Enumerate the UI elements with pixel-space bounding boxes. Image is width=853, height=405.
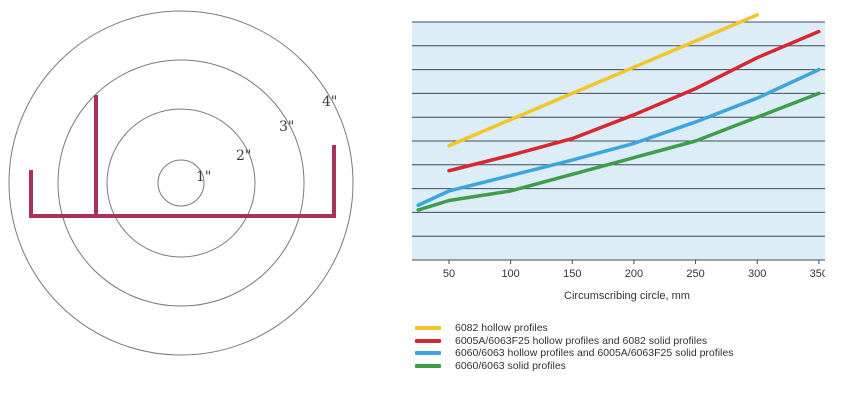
legend-swatch (415, 351, 441, 356)
x-axis-title: Circumscribing circle, mm (564, 290, 690, 302)
legend-item-6060-solid: 6060/6063 solid profiles (415, 360, 733, 373)
circumscribing-circle-diagram: 1" 2" 3" 4" (0, 0, 400, 405)
extrusion-profile-shape (29, 95, 336, 218)
ring-2-inch (106, 108, 256, 258)
legend-swatch (415, 326, 441, 331)
legend-item-6005a-hollow: 6005A/6063F25 hollow profiles and 6082 s… (415, 335, 733, 348)
series-line-2 (447, 29, 821, 173)
x-tick-label: 150 (563, 268, 581, 280)
legend-label: 6082 hollow profiles (455, 322, 548, 335)
ring-label-3-inch: 3" (279, 119, 294, 135)
series-lines (416, 13, 821, 212)
legend-label: 6060/6063 solid profiles (455, 359, 566, 372)
legend-item-6060-hollow: 6060/6063 hollow profiles and 6005A/6063… (415, 347, 733, 360)
series-line-4 (416, 91, 821, 212)
ring-label-1-inch: 1" (196, 169, 211, 185)
x-tick-label: 50 (443, 268, 455, 280)
ring-1-inch (157, 159, 205, 207)
legend-swatch (415, 338, 441, 343)
x-tick-label: 100 (501, 268, 519, 280)
legend-swatch (415, 363, 441, 368)
x-tick-label: 350 (810, 268, 825, 280)
ring-label-4-inch: 4" (322, 94, 337, 110)
x-axis-ticks: 50 100 150 200 250 300 350 (443, 260, 825, 280)
legend: 6082 hollow profiles 6005A/6063F25 hollo… (415, 322, 733, 372)
ring-4-inch (8, 10, 354, 356)
legend-label: 6060/6063 hollow profiles and 6005A/6063… (455, 347, 734, 360)
legend-item-6082-hollow: 6082 hollow profiles (415, 322, 733, 335)
ring-3-inch (57, 59, 305, 307)
line-chart: 50 100 150 200 250 300 350 Circumscribing circ… (412, 13, 825, 302)
ring-label-2-inch: 2" (236, 148, 251, 164)
legend-label: 6005A/6063F25 hollow profiles and 6082 s… (455, 334, 708, 347)
x-tick-label: 300 (748, 268, 766, 280)
series-line-1 (447, 13, 759, 148)
series-line-3 (416, 67, 821, 208)
x-tick-label: 200 (625, 268, 643, 280)
x-tick-label: 250 (686, 268, 704, 280)
